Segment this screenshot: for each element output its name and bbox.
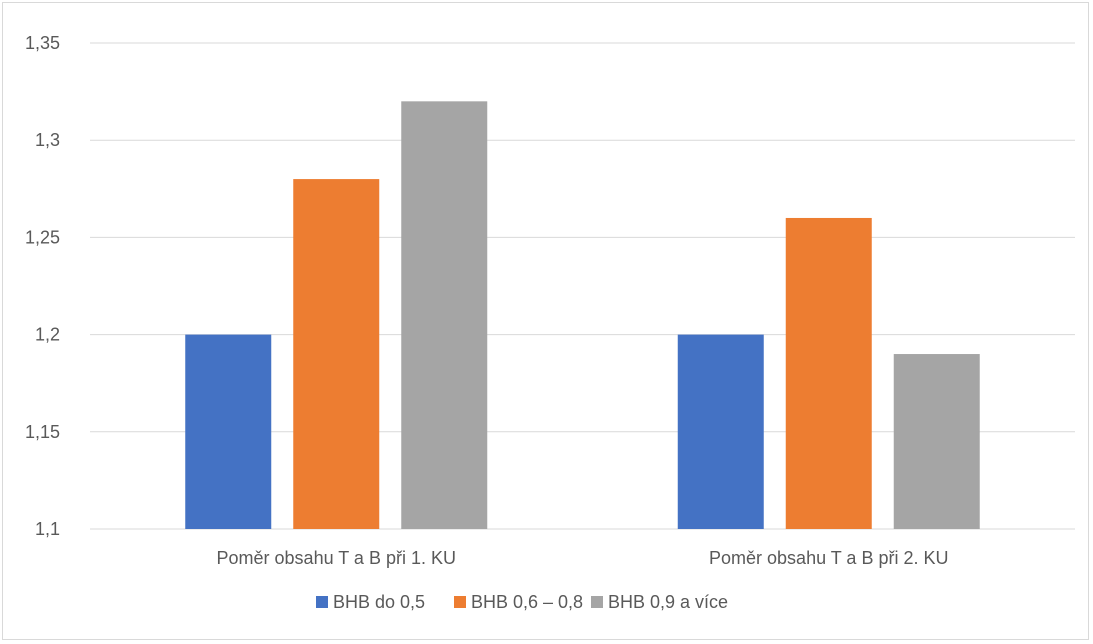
legend-label: BHB 0,9 a více — [608, 592, 728, 612]
y-tick-label: 1,35 — [25, 33, 60, 53]
x-category-label: Poměr obsahu T a B při 1. KU — [217, 548, 456, 568]
bars — [185, 101, 980, 529]
y-tick-label: 1,2 — [35, 325, 60, 345]
bar — [893, 354, 980, 529]
legend-swatch — [454, 596, 466, 608]
bar — [401, 101, 488, 529]
legend-swatch — [316, 596, 328, 608]
legend-label: BHB do 0,5 — [333, 592, 425, 612]
bar — [785, 217, 872, 529]
y-tick-label: 1,3 — [35, 130, 60, 150]
y-tick-label: 1,15 — [25, 422, 60, 442]
legend-label: BHB 0,6 – 0,8 — [471, 592, 583, 612]
y-tick-label: 1,25 — [25, 227, 60, 247]
y-tick-label: 1,1 — [35, 519, 60, 539]
legend-swatch — [591, 596, 603, 608]
bar — [677, 334, 764, 529]
bar — [293, 179, 380, 529]
legend[interactable]: BHB do 0,5 BHB 0,6 – 0,8 BHB 0,9 a více — [316, 592, 728, 612]
x-category-label: Poměr obsahu T a B při 2. KU — [709, 548, 948, 568]
y-axis-ticks: 1,1 1,15 1,2 1,25 1,3 1,35 — [25, 33, 60, 539]
x-axis-categories: Poměr obsahu T a B při 1. KU Poměr obsahu… — [217, 548, 949, 568]
bar — [185, 334, 272, 529]
